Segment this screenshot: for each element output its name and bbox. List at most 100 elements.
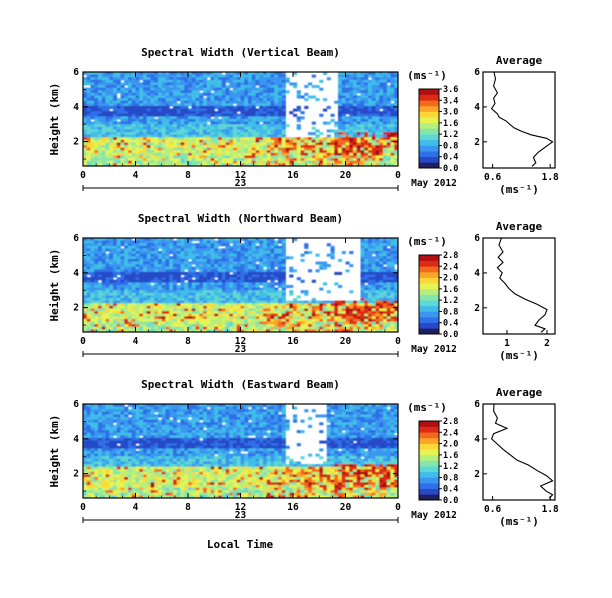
heatmap-cell <box>169 124 174 128</box>
heatmap-cell <box>386 87 391 91</box>
heatmap-cell <box>214 103 219 107</box>
heatmap-cell <box>165 111 170 115</box>
heatmap-cell <box>203 145 208 149</box>
heatmap-cell <box>364 271 369 275</box>
heatmap-cell <box>98 124 103 128</box>
heatmap-cell <box>300 160 305 164</box>
heatmap-cell <box>218 238 223 242</box>
heatmap-cell <box>236 248 241 252</box>
heatmap-cell <box>105 256 110 260</box>
heatmap-cell <box>165 92 170 96</box>
heatmap-cell <box>86 124 91 128</box>
heatmap-cell <box>109 305 114 309</box>
heatmap-cell <box>364 298 369 302</box>
heatmap-cell <box>98 261 103 265</box>
heatmap-cell <box>379 287 384 291</box>
heatmap-cell <box>214 72 219 76</box>
heatmap-cell <box>210 318 215 322</box>
heatmap-cell <box>244 134 249 138</box>
heatmap-cell <box>341 150 346 154</box>
heatmap-cell <box>255 90 260 94</box>
heatmap-cell <box>203 147 208 151</box>
heatmap-cell <box>364 256 369 260</box>
heatmap-cell <box>184 139 189 143</box>
heatmap-cell <box>83 82 88 86</box>
heatmap-cell <box>86 285 91 289</box>
heatmap-cell <box>139 243 144 247</box>
heatmap-cell <box>233 271 238 275</box>
heatmap-cell <box>371 266 376 270</box>
heatmap-cell <box>259 103 264 107</box>
heatmap-cell <box>214 258 219 262</box>
heatmap-cell <box>368 105 373 109</box>
heatmap-cell <box>90 82 95 86</box>
heatmap-cell <box>116 251 121 255</box>
heatmap-cell <box>221 261 226 265</box>
colorbar-swatch <box>419 134 439 141</box>
heatmap-cell <box>150 311 155 315</box>
heatmap-cell <box>383 111 388 115</box>
heatmap-cell <box>165 300 170 304</box>
heatmap-cell <box>244 303 249 307</box>
heatmap-cell <box>158 98 163 102</box>
heatmap-cell <box>94 160 99 164</box>
heatmap-cell <box>101 139 106 143</box>
heatmap-cell <box>240 285 245 289</box>
heatmap-cell <box>98 150 103 154</box>
heatmap-cell <box>248 253 253 257</box>
heatmap-cell <box>349 113 354 117</box>
heatmap-cell <box>90 147 95 151</box>
heatmap-cell <box>274 113 279 117</box>
heatmap-cell <box>281 121 286 125</box>
heatmap-cell <box>143 126 148 130</box>
heatmap-cell <box>94 147 99 151</box>
heatmap-cell <box>375 292 380 296</box>
heatmap-cell <box>315 308 320 312</box>
heatmap-cell <box>311 152 316 156</box>
heatmap-cell <box>390 300 395 304</box>
heatmap-cell <box>184 98 189 102</box>
heatmap-cell <box>371 137 376 141</box>
heatmap-cell <box>229 95 234 99</box>
heatmap-cell <box>218 134 223 138</box>
heatmap-cell <box>150 77 155 81</box>
heatmap-cell <box>221 100 226 104</box>
heatmap-cell <box>349 313 354 317</box>
heatmap-cell <box>113 124 118 128</box>
heatmap-cell <box>274 316 279 320</box>
y-tick-label: 4 <box>73 102 79 113</box>
heatmap-cell <box>356 311 361 315</box>
heatmap-cell <box>364 269 369 273</box>
heatmap-cell <box>248 245 253 249</box>
heatmap-cell <box>128 298 133 302</box>
heatmap-cell <box>206 163 211 167</box>
heatmap-cell <box>90 318 95 322</box>
heatmap-cell <box>225 98 230 102</box>
heatmap-cell <box>158 271 163 275</box>
heatmap-cell <box>214 279 219 283</box>
heatmap-cell <box>259 124 264 128</box>
heatmap-cell <box>293 269 298 273</box>
heatmap-cell <box>356 124 361 128</box>
heatmap-cell <box>281 85 286 89</box>
heatmap-cell <box>353 139 358 143</box>
heatmap-cell <box>345 85 350 89</box>
heatmap-cell <box>263 240 268 244</box>
heatmap-cell <box>379 295 384 299</box>
heatmap-cell <box>274 308 279 312</box>
heatmap-cell <box>270 74 275 78</box>
heatmap-cell <box>251 295 256 299</box>
heatmap-cell <box>383 300 388 304</box>
heatmap-cell <box>330 158 335 162</box>
heatmap-cell <box>120 158 125 162</box>
heatmap-cell <box>161 248 166 252</box>
heatmap-cell <box>386 308 391 312</box>
heatmap-cell <box>135 238 140 242</box>
heatmap-cell <box>375 103 380 107</box>
heatmap-cell <box>263 158 268 162</box>
heatmap-cell <box>206 316 211 320</box>
heatmap-cell <box>229 145 234 149</box>
heatmap-cell <box>116 126 121 130</box>
heatmap-cell <box>154 311 159 315</box>
heatmap-cell <box>184 155 189 159</box>
